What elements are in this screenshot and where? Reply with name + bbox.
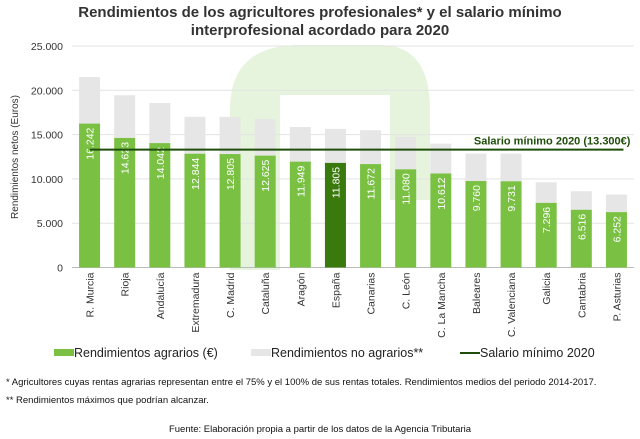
bar-agrarios [605, 212, 627, 268]
bar-no-agrarios [79, 76, 101, 124]
data-label: 11.080 [401, 173, 413, 204]
bar-agrarios [430, 173, 452, 268]
data-label: 10.612 [436, 177, 448, 209]
bar-agrarios [254, 155, 276, 268]
footnote-1: * Agricultores cuyas rentas agrarias rep… [6, 377, 597, 388]
y-tick-label: 15.000 [31, 130, 63, 142]
y-axis-label: Rendimientos netos (Euros) [10, 95, 21, 219]
legend-label-salario: Salario mínimo 2020 [480, 346, 595, 360]
x-tick-label: España [330, 272, 342, 308]
data-label: 11.949 [295, 165, 307, 196]
bar-agrarios [360, 164, 382, 268]
x-tick-label: Galicia [541, 272, 553, 304]
footnote-2: ** Rendimientos máximos que podrían alca… [6, 395, 209, 406]
x-tick-label: C. Valenciana [506, 272, 518, 337]
data-label: 12.844 [190, 158, 202, 190]
bar-agrarios [79, 123, 101, 268]
y-tick-label: 10.000 [31, 174, 63, 186]
bar-no-agrarios [219, 116, 241, 155]
bar-agrarios [465, 181, 487, 268]
bar-agrarios [184, 153, 206, 268]
x-tick-label: Baleares [471, 273, 483, 314]
bars: 16.242 14.623 14.042 12.844 12.805 12.625 11.9… [79, 76, 627, 268]
data-label: 11.805 [330, 167, 342, 198]
y-tick-label: 0 [57, 263, 63, 275]
data-label: 16.242 [85, 127, 97, 159]
bar-agrarios [324, 162, 346, 268]
x-tick-label: Cataluña [260, 272, 272, 314]
bar-no-agrarios [184, 116, 206, 154]
y-tick-label: 20.000 [31, 85, 63, 97]
bar-no-agrarios [254, 118, 276, 156]
y-tick-label: 5.000 [37, 218, 63, 230]
x-tick-label: R. Murcia [85, 272, 97, 317]
data-label: 7.296 [541, 207, 553, 233]
legend-swatch-no-agrarios [251, 349, 271, 356]
bar-no-agrarios [465, 153, 487, 182]
x-tick-label: C. León [401, 272, 413, 309]
bar-no-agrarios [605, 194, 627, 213]
data-label: 9.760 [471, 185, 483, 211]
chart-title: Rendimientos de los agricultores profesi… [0, 4, 640, 40]
bar-no-agrarios [289, 126, 311, 162]
bar-no-agrarios [535, 182, 557, 203]
data-label: 12.805 [225, 158, 237, 190]
bar-agrarios [289, 161, 311, 268]
x-tick-label: C. Madrid [225, 272, 237, 318]
bar-no-agrarios [149, 102, 171, 144]
data-label: 9.731 [506, 185, 518, 211]
data-label: 12.625 [260, 159, 272, 191]
x-tick-label: Canarias [366, 273, 378, 315]
bar-no-agrarios [430, 143, 452, 174]
data-label: 6.516 [576, 214, 588, 240]
title-line-2: interprofesional acordado para 2020 [190, 22, 450, 39]
legend: Rendimientos agrarios (€) Rendimientos n… [54, 346, 595, 360]
bar-agrarios [570, 209, 592, 268]
legend-label-agrarios: Rendimientos agrarios (€) [74, 346, 218, 360]
x-tick-label: C. La Mancha [436, 272, 448, 338]
x-axis-labels: R. Murcia Rioja Andalucía Extremadura C. Mad… [85, 272, 624, 338]
bar-agrarios [395, 169, 417, 268]
bar-no-agrarios [114, 95, 136, 138]
y-tick-label: 25.000 [31, 41, 63, 53]
title-line-1: Rendimientos de los agricultores profesi… [78, 4, 562, 21]
bar-no-agrarios [500, 153, 522, 182]
x-tick-label: P. Asturias [611, 273, 623, 322]
data-label: 14.623 [120, 142, 132, 174]
bar-no-agrarios [395, 136, 417, 170]
bar-no-agrarios [324, 128, 346, 163]
x-tick-label: Aragón [295, 272, 307, 306]
source-note: Fuente: Elaboración propia a partir de l… [168, 424, 472, 435]
bar-agrarios [114, 137, 136, 268]
x-tick-label: Andalucía [155, 272, 167, 319]
x-tick-label: Extremadura [190, 272, 202, 332]
x-tick-label: Cantabria [576, 272, 588, 318]
bar-agrarios [219, 154, 241, 268]
bar-agrarios [500, 181, 522, 268]
bar-no-agrarios [570, 191, 592, 210]
bar-agrarios [535, 202, 557, 268]
bar-agrarios [149, 143, 171, 268]
x-tick-label: Rioja [120, 272, 132, 296]
data-label: 11.672 [366, 168, 378, 199]
bar-no-agrarios [360, 130, 382, 165]
legend-label-no-agrarios: Rendimientos no agrarios** [271, 346, 423, 360]
y-axis-ticks: 0 5.000 10.000 15.000 20.000 25.000 [31, 41, 63, 275]
data-label: 14.042 [155, 147, 167, 179]
salario-minimo-label: Salario mínimo 2020 (13.300€) [474, 136, 631, 148]
watermark-logo [230, 45, 430, 270]
legend-swatch-agrarios [54, 349, 74, 356]
data-label: 6.252 [611, 216, 623, 242]
